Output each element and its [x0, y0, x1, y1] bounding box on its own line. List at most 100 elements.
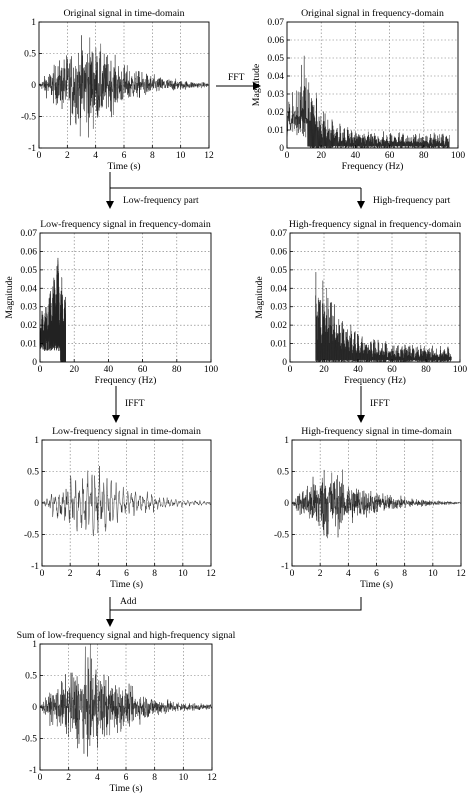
x-tick-label: 4	[93, 151, 98, 161]
y-tick-label: 0.03	[270, 303, 287, 313]
x-tick-label: 6	[374, 569, 379, 579]
x-tick-label: 12	[207, 773, 217, 783]
y-tick-label: 0.05	[270, 266, 287, 276]
x-tick-label: 100	[451, 151, 466, 161]
x-tick-label: 100	[204, 365, 219, 375]
x-tick-label: 2	[66, 773, 71, 783]
y-tick-label: 0.02	[267, 108, 284, 118]
signal-trace	[41, 465, 212, 537]
y-tick-label: -1	[281, 562, 289, 572]
y-tick-label: 0.01	[270, 340, 287, 350]
signal-trace	[286, 55, 450, 149]
split-connector-line	[109, 172, 361, 189]
y-tick-label: 0.06	[20, 247, 37, 257]
flow-connectors	[106, 82, 365, 627]
x-axis-label: Frequency (Hz)	[95, 375, 157, 386]
chart-title: Original signal in frequency-domain	[301, 8, 444, 19]
x-tick-label: 12	[204, 151, 214, 161]
y-tick-label: 0	[282, 358, 287, 368]
x-tick-label: 0	[37, 151, 42, 161]
ifft-right-label: IFFT	[370, 399, 390, 409]
high-freq-chart: 0 20 40 60 80 100 0 0.01 0.02 0.03 0.04 0.05 0.06 0.0…	[254, 219, 467, 386]
fft-label: FFT	[228, 73, 245, 83]
x-tick-label: 0	[38, 365, 43, 375]
x-tick-label: 4	[95, 773, 100, 783]
y-tick-label: 0.07	[270, 229, 287, 239]
y-tick-label: -0.5	[22, 735, 37, 745]
high-part-label: High-frequency part	[373, 195, 451, 206]
signal-trace	[315, 272, 452, 362]
y-tick-label: 1	[31, 18, 36, 28]
plot-frame	[39, 232, 212, 363]
x-tick-label: 12	[206, 569, 216, 579]
x-tick-label: 4	[96, 569, 101, 579]
x-tick-label: 60	[385, 151, 395, 161]
y-tick-label: 0.04	[267, 72, 284, 82]
plot-frame	[289, 232, 461, 363]
low-freq-chart: 0 20 40 60 80 100 0 0.01 0.02 0.03 0.04 0.05 0.06 0.0…	[4, 219, 218, 386]
x-tick-label: 40	[104, 365, 114, 375]
y-tick-label: 1	[32, 640, 37, 650]
x-axis-label: Frequency (Hz)	[344, 375, 406, 386]
x-tick-label: 8	[152, 569, 157, 579]
x-tick-label: 100	[453, 365, 468, 375]
x-tick-label: 10	[178, 569, 188, 579]
chart-title: Low-frequency signal in frequency-domain	[40, 219, 211, 230]
chart-title: Low-frequency signal in time-domain	[52, 426, 201, 437]
y-tick-label: 0.06	[267, 36, 284, 46]
x-tick-label: 8	[152, 773, 157, 783]
x-tick-label: 80	[419, 151, 429, 161]
plot-frame	[286, 21, 459, 149]
signal-trace	[291, 469, 462, 539]
add-label: Add	[120, 597, 137, 607]
x-tick-label: 2	[318, 569, 323, 579]
y-tick-label: 0.01	[267, 126, 284, 136]
x-tick-label: 2	[65, 151, 70, 161]
x-tick-label: 80	[172, 365, 182, 375]
x-tick-label: 12	[456, 569, 466, 579]
x-tick-label: 20	[319, 365, 329, 375]
y-tick-label: 1	[284, 436, 289, 446]
x-tick-label: 8	[150, 151, 155, 161]
x-tick-label: 60	[138, 365, 148, 375]
y-tick-label: 0.02	[20, 321, 37, 331]
ifft-left-label: IFFT	[125, 399, 145, 409]
x-tick-label: 40	[351, 151, 361, 161]
low-part-label: Low-frequency part	[123, 195, 199, 206]
x-tick-label: 20	[69, 365, 79, 375]
x-tick-label: 6	[124, 569, 129, 579]
y-tick-label: 0.5	[25, 672, 37, 682]
y-tick-label: -0.5	[24, 531, 39, 541]
x-tick-label: 0	[288, 365, 293, 375]
low-time-chart: 0 2 4 6 8 10 12 -1 -0.5 0 0.5 1 Low-frequency signal…	[24, 426, 216, 590]
x-tick-label: 0	[290, 569, 295, 579]
add-connector-line	[110, 597, 362, 611]
y-tick-label: 0.01	[20, 340, 37, 350]
chart-title: High-frequency signal in time-domain	[301, 426, 452, 437]
y-tick-label: 0.5	[24, 50, 36, 60]
y-tick-label: 0	[34, 499, 39, 509]
y-tick-label: 0	[284, 499, 289, 509]
signal-trace	[38, 35, 210, 138]
chart-title: Sum of low-frequency signal and high-fre…	[17, 630, 236, 641]
y-tick-label: 0.05	[20, 266, 37, 276]
y-tick-label: 0.5	[27, 468, 39, 478]
y-axis-label: Magnitude	[4, 276, 15, 319]
x-tick-label: 20	[316, 151, 326, 161]
x-tick-label: 4	[346, 569, 351, 579]
signal-trace	[39, 643, 213, 757]
y-tick-label: -1	[29, 766, 37, 776]
x-tick-label: 10	[176, 151, 186, 161]
high-time-chart: 0 2 4 6 8 10 12 -1 -0.5 0 0.5 1 High-frequency signa…	[274, 426, 466, 590]
y-tick-label: -1	[28, 144, 36, 154]
x-tick-label: 0	[285, 151, 290, 161]
x-tick-label: 10	[428, 569, 438, 579]
y-tick-label: 1	[34, 436, 39, 446]
orig-freq-chart: 0 20 40 60 80 100 0 0.01 0.02 0.03 0.04 0.05 0.06 0.0…	[251, 8, 465, 172]
y-tick-label: 0.05	[267, 54, 284, 64]
x-axis-label: Frequency (Hz)	[342, 161, 404, 172]
x-tick-label: 60	[387, 365, 397, 375]
x-axis-label: Time (s)	[107, 161, 140, 172]
